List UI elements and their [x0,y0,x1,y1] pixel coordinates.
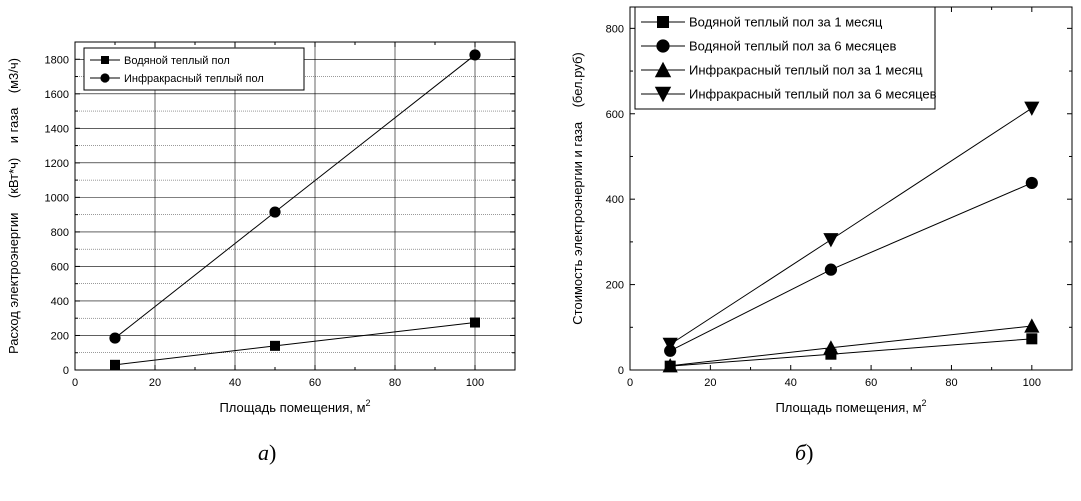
chart-b-series-3-point-2 [1024,101,1040,116]
chart-b-legend-marker-3 [654,86,672,103]
chart-b-series-3-point-1 [823,233,839,248]
panel-label-a: а) [258,440,276,466]
chart-a-xlabel-sup: 2 [366,398,371,408]
chart-a-series-0-point-2 [470,317,480,328]
chart-b-ytick-label-1: 200 [606,280,624,292]
chart-b-series-0-point-2 [1026,333,1038,345]
chart-b-xtick-label-4: 80 [945,377,957,389]
chart-a-xlabel-text: Площадь помещения, м [219,400,365,415]
chart-b: 0 20 40 60 80 100 0 200 400 600 800 Площадь помещен… [570,6,1073,415]
chart-a-series-0-point-1 [270,340,280,351]
chart-a-ytick-label-7: 1400 [45,123,69,135]
chart-a-ylabel-part-0: Расход электроэнергии [6,213,21,354]
chart-a-legend-label-1: Инфракрасный теплый пол [124,73,264,85]
chart-b-xtick-label-3: 60 [865,377,877,389]
chart-a-legend-marker-1 [100,73,110,83]
chart-a-xtick-label-4: 80 [389,377,401,389]
chart-b-ylabel: Стоимость электроэнергии и газа (бел.руб… [570,52,585,324]
chart-a-series-1-point-1 [269,206,281,218]
chart-a-xtick-label-3: 60 [309,377,321,389]
chart-b-series-2-point-0 [662,358,678,373]
chart-b-xlabel: Площадь помещения, м2 [775,398,926,415]
chart-b-legend-label-0: Водяной теплый пол за 1 месяц [689,15,883,30]
chart-a-ytick-label-6: 1200 [45,158,69,170]
chart-a-ylabel-part-2: и газа [6,107,21,158]
chart-b-series-2-point-2 [1024,318,1040,333]
chart-b-xlabel-text: Площадь помещения, м [775,400,921,415]
chart-a-frame [74,41,516,371]
chart-a-xtick-label-5: 100 [466,377,484,389]
chart-b-series-1-point-2 [1025,176,1038,190]
chart-a-xtick-label-1: 20 [149,377,161,389]
chart-b-series-2-point-1 [823,340,839,355]
chart-b-ylabel-part-1: (бел.руб) [570,52,585,122]
chart-b-legend-marker-1 [656,39,670,53]
chart-a-legend-label-0: Водяной теплый пол [124,55,230,67]
chart-b-legend-marker-2 [654,61,672,78]
chart-b-legend-label-1: Водяной теплый пол за 6 месяцев [689,39,896,54]
chart-a-ytick-label-0: 0 [63,365,69,377]
chart-a-ytick-label-5: 1000 [45,192,69,204]
chart-a-ylabel-part-1: (кВт*ч) [6,158,21,213]
chart-b-ytick-label-4: 800 [606,23,624,35]
panel-label-a-letter: а [258,440,269,465]
chart-b-series-3-point-0 [662,337,678,352]
chart-a-series-1-point-2 [469,49,481,61]
chart-a-ytick-label-8: 1600 [45,89,69,101]
chart-a-series-0-point-0 [110,359,120,370]
chart-a-legend-marker-0 [101,56,109,64]
chart-b-legend-box [634,6,936,110]
chart-a-xtick-label-2: 40 [229,377,241,389]
chart-b-series-1-point-1 [824,263,838,276]
chart-b-xtick-label-0: 0 [627,377,633,389]
chart-a-panel: 0 20 40 60 80 100 0 200 400 600 800 1000 1200 1400 160… [0,0,540,496]
chart-b-series-0-line [670,338,1032,367]
chart-a-xlabel: Площадь помещения, м2 [219,398,370,415]
panel-label-b-paren: ) [806,440,814,465]
chart-a: 0 20 40 60 80 1000200400600800100012001400160… [6,41,516,415]
chart-a-legend-box [83,47,305,91]
chart-b-xlabel-sup: 2 [922,398,927,408]
chart-a-ytick-label-9: 1800 [45,54,69,66]
chart-b-series-1-line [669,182,1033,352]
chart-b-legend-label-2: Инфракрасный теплый пол за 1 месяц [689,63,923,78]
chart-b-ytick-label-0: 0 [618,365,624,377]
panel-label-b: б) [795,440,813,466]
chart-a-ylabel: Расход электроэнергии (кВт*ч) и газа (м3… [6,58,21,354]
chart-b-legend-label-3: Инфракрасный теплый пол за 6 месяцев [689,87,937,102]
chart-a-ytick-label-3: 600 [51,261,69,273]
chart-b-xtick-label-2: 40 [785,377,797,389]
chart-b-series-2-line [670,325,1032,367]
chart-a-ylabel-part-3: (м3/ч) [6,58,21,108]
chart-b-xtick-label-1: 20 [704,377,716,389]
chart-a-ytick-label-4: 800 [51,227,69,239]
chart-a-ytick-label-1: 200 [51,330,69,342]
chart-a-series-1-line [114,54,476,339]
chart-a-ytick-label-2: 400 [51,296,69,308]
chart-b-xtick-label-5: 100 [1023,377,1041,389]
panel-label-b-letter: б [795,440,807,465]
chart-b-panel: 0 20 40 60 80 100 0 200 400 600 800 Площадь помещен… [540,0,1081,496]
panel-label-a-paren: ) [269,440,277,465]
chart-a-series-0-line [114,322,476,366]
chart-b-ytick-label-3: 600 [606,109,624,121]
chart-a-xtick-label-0: 0 [72,377,78,389]
chart-b-ytick-label-2: 400 [606,194,624,206]
chart-a-series-1-point-0 [109,332,121,344]
chart-b-legend-marker-0 [657,16,669,28]
chart-b-series-3-line [669,107,1033,345]
chart-b-ylabel-part-0: Стоимость электроэнергии и газа [570,121,585,325]
